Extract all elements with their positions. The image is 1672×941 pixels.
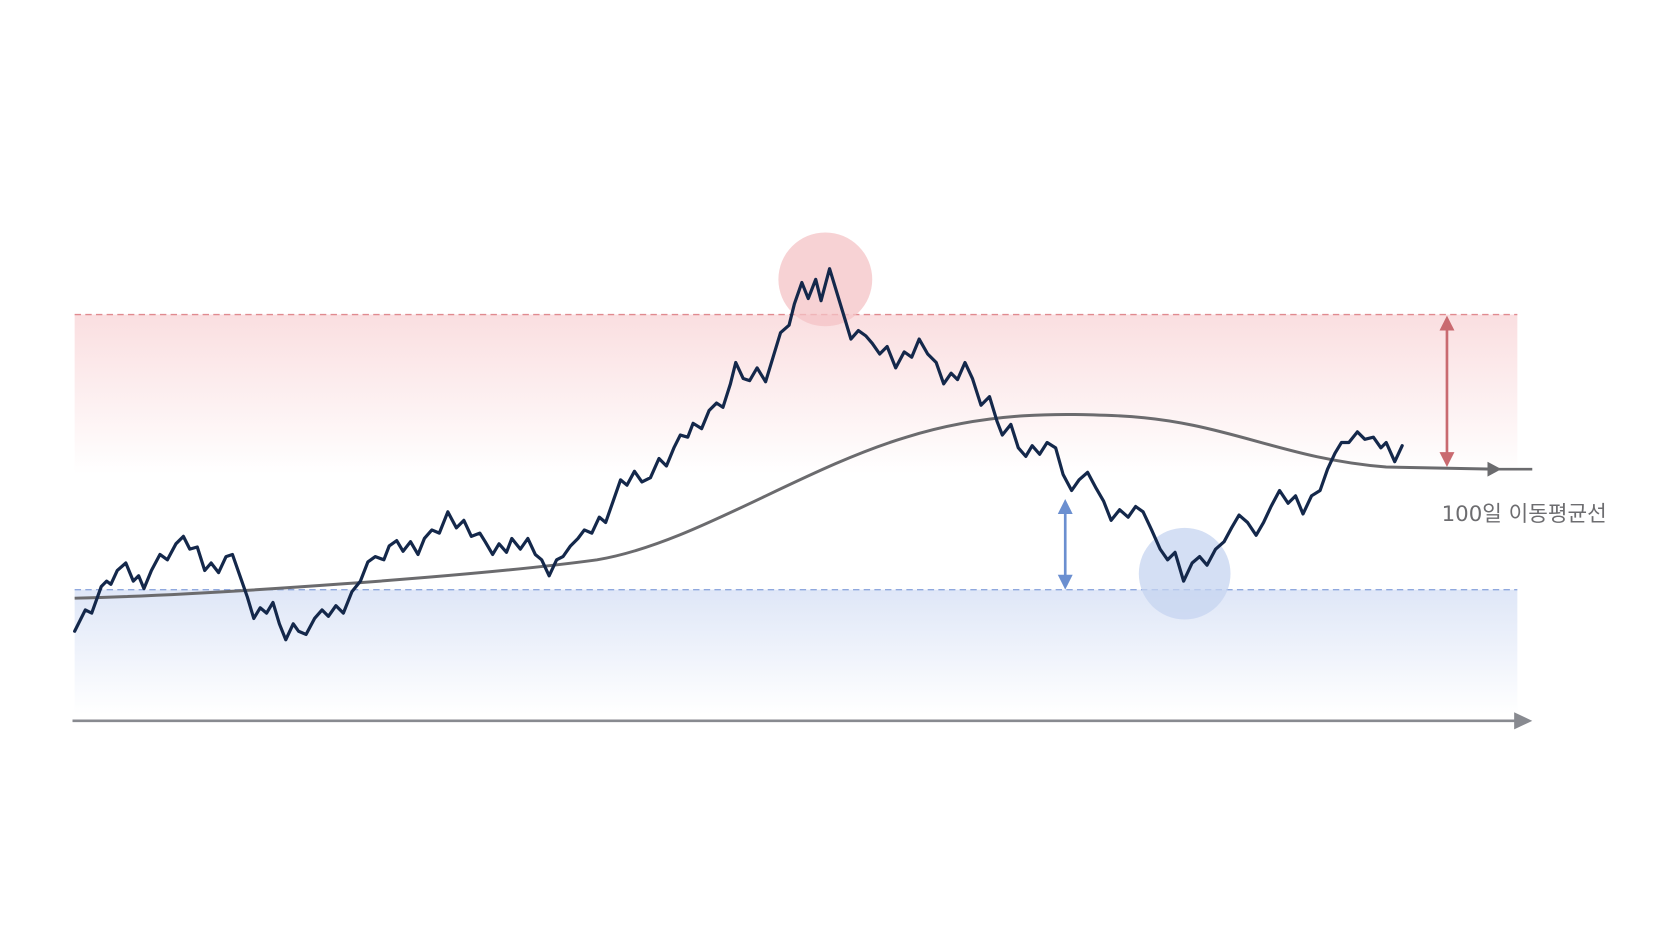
oversold-zone bbox=[74, 589, 1518, 715]
drawing: 100일 이동평균선 bbox=[72, 232, 1607, 730]
trough-highlight bbox=[1138, 527, 1231, 620]
arrow-head bbox=[1439, 315, 1455, 331]
axis-arrow bbox=[1514, 712, 1533, 730]
arrow-head bbox=[1057, 499, 1073, 514]
overbought-zone bbox=[74, 314, 1518, 475]
moving-average-line bbox=[74, 413, 1493, 600]
price-line bbox=[73, 267, 1404, 642]
ma-label: 100일 이동평균선 bbox=[1442, 502, 1607, 527]
arrow-head bbox=[1439, 452, 1455, 468]
ma-arrow bbox=[1487, 461, 1502, 477]
arrow-head bbox=[1057, 574, 1073, 590]
